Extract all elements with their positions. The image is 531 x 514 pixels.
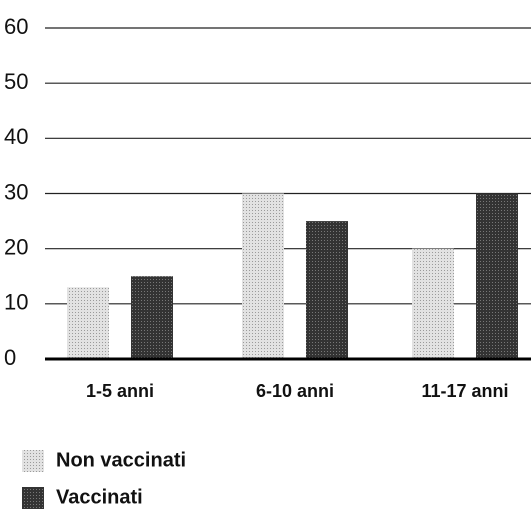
bar xyxy=(67,287,109,359)
y-tick-label: 30 xyxy=(4,179,28,204)
legend-label: Vaccinati xyxy=(56,486,143,508)
x-tick-label: 6-10 anni xyxy=(256,381,334,401)
x-tick-label: 1-5 anni xyxy=(86,381,154,401)
legend-label: Non vaccinati xyxy=(56,449,186,471)
legend-swatch xyxy=(22,487,44,509)
bar xyxy=(306,221,348,359)
y-tick-label: 50 xyxy=(4,69,28,94)
y-tick-label: 20 xyxy=(4,234,28,259)
y-tick-label: 0 xyxy=(4,345,16,370)
y-tick-label: 10 xyxy=(4,290,28,315)
bar xyxy=(412,248,454,359)
x-tick-label: 11-17 anni xyxy=(421,381,508,401)
bar xyxy=(476,193,518,359)
legend-swatch xyxy=(22,450,44,472)
bar xyxy=(242,193,284,359)
bar xyxy=(131,276,173,359)
y-tick-label: 60 xyxy=(4,14,28,39)
y-tick-label: 40 xyxy=(4,124,28,149)
